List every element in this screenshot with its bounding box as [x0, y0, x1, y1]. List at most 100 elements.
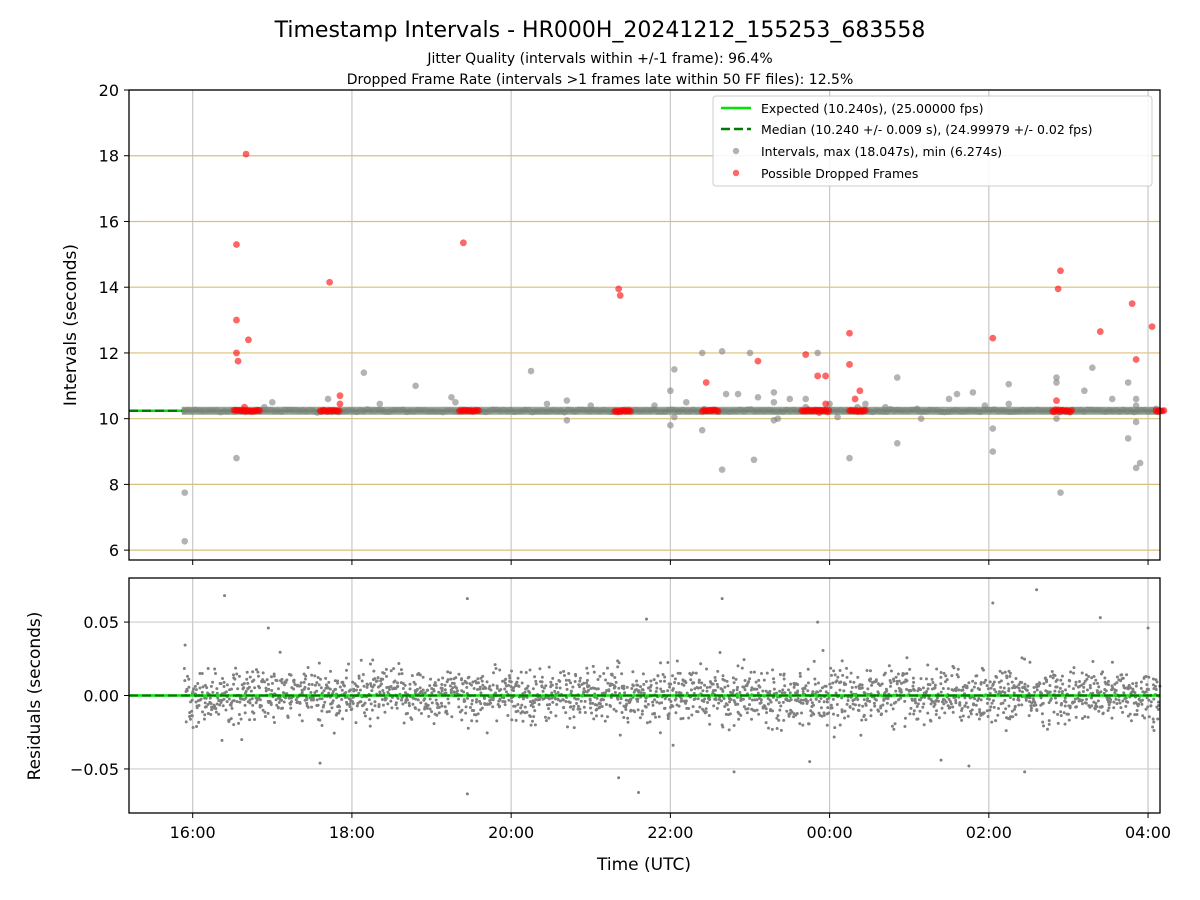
residual-point — [966, 705, 970, 709]
residual-point — [924, 677, 928, 681]
intervals-y-tick-label: 18 — [99, 147, 119, 166]
residual-point — [654, 690, 658, 694]
residual-point — [911, 684, 915, 688]
residual-point — [541, 689, 545, 693]
residual-point — [831, 681, 835, 685]
residual-point — [344, 709, 348, 713]
intervals-x-ticks — [192, 560, 1149, 565]
residual-point — [796, 696, 800, 700]
residual-point — [1121, 699, 1125, 703]
intervals-y-label: Intervals (seconds) — [61, 244, 81, 406]
residual-point — [1124, 696, 1128, 700]
residual-point — [1114, 697, 1118, 701]
residual-point — [211, 690, 215, 694]
residual-point — [610, 673, 614, 677]
residual-point — [899, 688, 903, 692]
interval-point — [1136, 459, 1144, 467]
residual-point — [926, 663, 930, 667]
residual-point — [530, 719, 534, 723]
legend-intervals-swatch — [732, 147, 740, 155]
residual-point — [558, 679, 562, 683]
residual-point — [946, 687, 950, 691]
residual-point — [684, 681, 688, 685]
residual-point — [930, 677, 934, 681]
residual-point — [270, 688, 274, 692]
residual-point — [955, 673, 959, 677]
residual-point — [465, 597, 469, 601]
residual-point — [210, 708, 214, 712]
interval-point — [770, 389, 778, 396]
residual-point — [1033, 701, 1037, 705]
residual-point — [340, 688, 344, 692]
residual-point — [365, 707, 369, 711]
residual-point — [355, 704, 359, 708]
residual-point — [463, 699, 467, 703]
residual-point — [587, 684, 591, 688]
residual-point — [878, 683, 882, 687]
residual-point — [203, 713, 207, 717]
interval-point — [1124, 435, 1132, 442]
legend-intervals-label: Intervals, max (18.047s), min (6.274s) — [761, 144, 1002, 159]
residual-point — [663, 679, 667, 683]
residual-point — [684, 699, 688, 703]
interval-point — [746, 349, 754, 357]
residual-point — [1111, 686, 1115, 690]
residual-point — [571, 685, 575, 689]
residual-point — [332, 731, 336, 735]
residual-point — [528, 668, 532, 672]
residual-point — [334, 687, 338, 691]
residual-point — [629, 708, 633, 712]
residual-point — [278, 696, 282, 700]
residual-point — [222, 680, 226, 684]
interval-point — [233, 454, 240, 462]
residual-point — [264, 689, 268, 693]
dropped-frame-point — [1148, 323, 1156, 331]
residual-point — [330, 706, 334, 710]
residual-point — [197, 720, 201, 724]
residual-point — [975, 712, 979, 716]
residual-point — [782, 718, 786, 722]
residual-point — [725, 679, 729, 683]
residual-point — [986, 687, 990, 691]
residual-point — [223, 594, 227, 598]
residual-point — [469, 683, 473, 687]
residual-point — [985, 701, 989, 705]
residual-point — [1096, 699, 1100, 703]
residual-point — [728, 700, 732, 704]
residual-point — [765, 711, 769, 715]
residual-point — [451, 686, 455, 690]
residual-point — [185, 689, 189, 693]
residual-point — [331, 699, 335, 703]
residual-point — [435, 713, 439, 717]
residual-point — [405, 698, 409, 702]
residual-point — [528, 700, 532, 704]
residual-point — [985, 709, 989, 713]
residual-point — [1097, 685, 1101, 689]
residual-point — [721, 725, 725, 729]
residual-point — [417, 708, 421, 712]
residual-point — [1067, 718, 1071, 722]
residual-point — [776, 714, 780, 718]
residual-point — [1108, 700, 1112, 704]
residual-point — [789, 682, 793, 686]
residual-point — [507, 698, 511, 702]
residual-point — [654, 681, 658, 685]
residual-point — [746, 681, 750, 685]
residual-point — [313, 674, 317, 678]
residual-point — [754, 680, 758, 684]
residual-point — [586, 671, 590, 675]
residual-point — [519, 706, 523, 710]
residual-point — [602, 698, 606, 702]
residual-point — [373, 677, 377, 681]
interval-point — [376, 400, 384, 408]
residual-point — [1152, 720, 1156, 724]
residual-point — [609, 696, 613, 700]
residual-point — [799, 698, 803, 702]
residual-point — [564, 711, 568, 715]
residual-point — [669, 682, 673, 686]
interval-point — [917, 415, 925, 422]
residual-point — [564, 699, 568, 703]
residual-point — [616, 697, 620, 701]
interval-point — [527, 367, 535, 375]
dropped-frame-point — [1132, 356, 1140, 363]
